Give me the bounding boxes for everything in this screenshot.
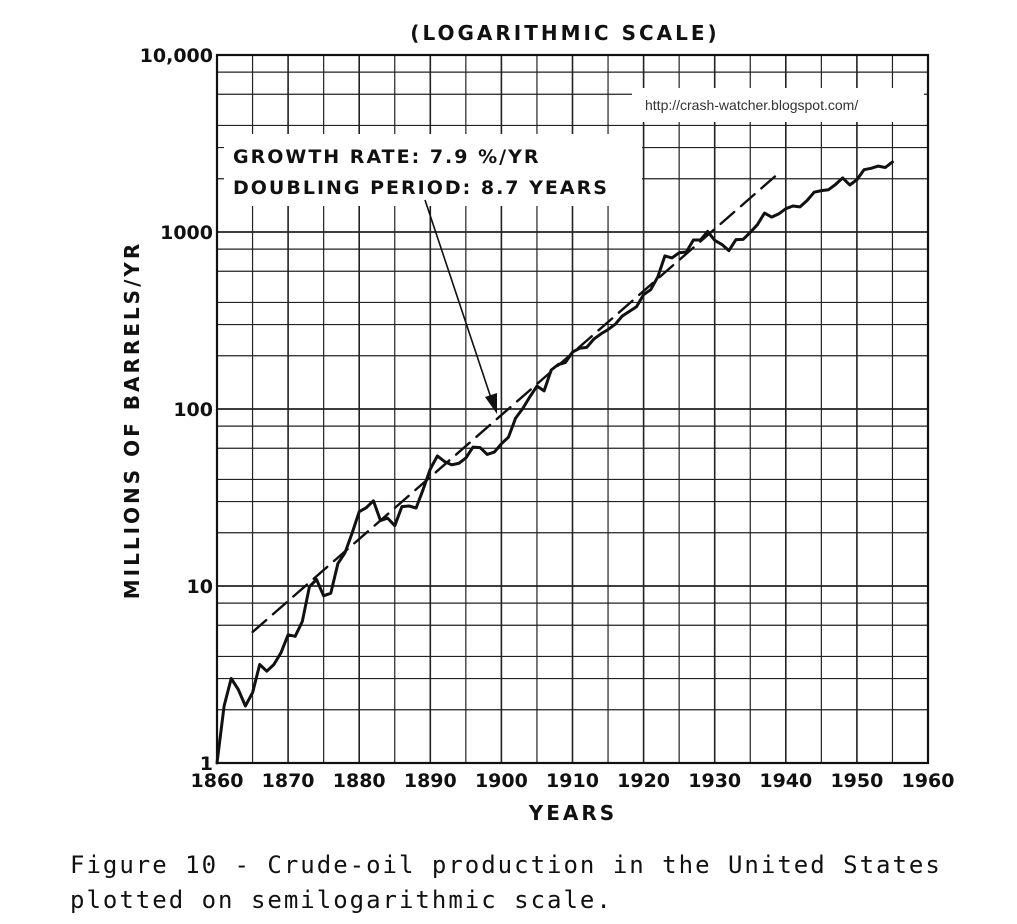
annotation-arrow-head (485, 393, 497, 414)
annotation-arrow-line (424, 199, 494, 405)
annotation-growth-rate: GROWTH RATE: 7.9 %/YR (233, 146, 540, 168)
y-tick-label: 100 (173, 399, 213, 421)
x-tick-label: 1900 (475, 770, 528, 792)
plot-border (215, 53, 930, 765)
x-tick-label: 1890 (404, 770, 457, 792)
x-axis-label: YEARS (528, 801, 617, 825)
plot-frame (215, 53, 930, 765)
x-tick-label: 1940 (759, 770, 812, 792)
x-tick-labels: 1860 1870 1880 1890 1900 1910 1920 1930 1940 1950… (191, 770, 955, 792)
x-tick-label: 1880 (333, 770, 386, 792)
production-line (215, 160, 894, 765)
y-axis-label: MILLIONS OF BARRELS/YR (120, 241, 144, 600)
y-tick-label: 10 (187, 576, 213, 598)
caption-line-1: Figure 10 - Crude-oil production in the … (70, 851, 942, 879)
watermark-box (632, 88, 924, 122)
caption-line-2: plotted on semilogarithmic scale. (70, 886, 613, 914)
x-tick-label: 1910 (546, 770, 599, 792)
watermark: http://crash-watcher.blogspot.com/ (645, 97, 858, 113)
annotation-box (224, 134, 642, 206)
series-group (215, 160, 894, 765)
y-tick-label: 10,000 (140, 45, 213, 67)
x-tick-label: 1870 (262, 770, 315, 792)
x-tick-label: 1960 (902, 770, 955, 792)
y-tick-label: 1 (200, 753, 213, 775)
annotation-doubling-period: DOUBLING PERIOD: 8.7 YEARS (233, 177, 609, 199)
y-tick-label: 1000 (160, 222, 213, 244)
x-tick-label: 1920 (617, 770, 670, 792)
x-tick-label: 1930 (688, 770, 741, 792)
trend-line-dashed (251, 171, 780, 634)
figure-caption: Figure 10 - Crude-oil production in the … (70, 848, 1010, 918)
y-tick-labels: 1 10 100 1000 10,000 (140, 45, 213, 775)
chart-title: (LOGARITHMIC SCALE) (410, 21, 719, 45)
x-tick-label: 1950 (830, 770, 883, 792)
x-tick-label: 1860 (191, 770, 244, 792)
